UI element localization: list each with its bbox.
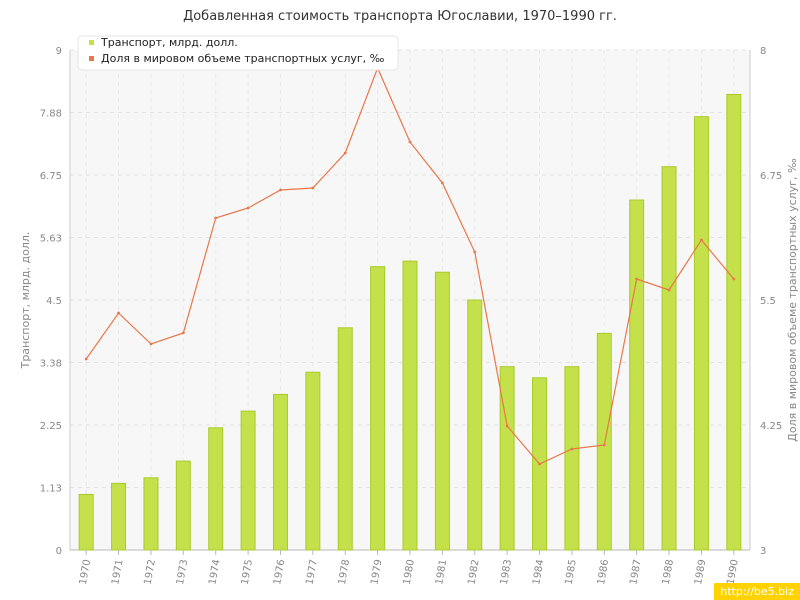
x-tick-label: 1990 [726,559,741,586]
line-point [570,447,574,451]
line-point [408,140,412,144]
x-tick-label: 1978 [337,559,352,586]
x-tick-label: 1984 [531,559,546,586]
line-point [181,331,185,335]
y-tick-label-left: 9 [56,46,62,57]
line-point [538,462,541,466]
x-tick-label: 1987 [628,559,643,586]
y-tick-label-left: 3.38 [40,359,62,370]
legend-box [77,35,399,71]
x-tick-label: 1980 [402,559,417,586]
x-tick-label: 1973 [175,559,190,586]
bar [208,427,224,551]
y-tick-label-left: 5.63 [40,234,62,245]
line-point [117,311,120,315]
legend-label-bar: Транспорт, млрд. долл. [100,36,238,49]
x-tick-label: 1971 [110,559,125,586]
legend-swatch-line [89,56,94,61]
bar [305,371,321,551]
line-point [635,277,639,281]
bar [240,410,256,551]
x-tick-label: 1981 [434,559,449,586]
line-point [149,342,153,346]
x-tick-label: 1970 [78,559,93,586]
x-tick-label: 1975 [240,559,255,586]
y-axis-title-right: Доля в мировом объеме транспортных услуг… [786,158,799,442]
line-point [667,288,671,292]
y-tick-label-left: 7.88 [40,109,62,120]
line-point [343,151,347,155]
line-point [732,277,736,281]
line-point [84,357,88,361]
y-tick-label-right: 5.5 [760,296,776,307]
bar [272,393,288,551]
x-tick-label: 1979 [369,559,384,586]
line-point [505,424,509,428]
x-tick-label: 1989 [693,559,708,586]
x-tick-label: 1972 [143,559,158,586]
bar [693,116,709,551]
y-tick-label-left: 2.25 [40,421,62,432]
x-tick-label: 1988 [661,559,676,586]
x-tick-label: 1983 [499,559,514,586]
y-tick-label-right: 6.75 [760,171,782,182]
x-tick-label: 1976 [272,559,287,586]
legend-swatch-bar [89,40,94,45]
x-tick-label: 1986 [596,559,611,586]
line-point [700,238,703,242]
line-point [214,216,218,220]
line-point [473,250,477,254]
y-tick-label-left: 6.75 [40,171,62,182]
y-tick-label-left: 4.5 [46,296,62,307]
bar [175,460,191,551]
y-tick-label-right: 8 [760,46,766,57]
bar [596,332,612,551]
y-tick-label-right: 3 [760,546,766,557]
y-tick-label-right: 4.25 [760,421,782,432]
x-tick-label: 1977 [305,559,320,586]
bar [629,199,645,551]
line-point [440,181,444,185]
bar [143,477,159,551]
legend-label-line: Доля в мировом объеме транспортных услуг… [101,52,385,65]
bar [499,366,515,551]
y-tick-label-left: 0 [56,546,62,557]
bar [564,366,580,551]
bar [337,327,353,551]
line-point [311,186,315,190]
bar [370,266,386,551]
bar [78,493,94,551]
bar [467,299,483,551]
line-point [602,443,606,447]
x-tick-label: 1974 [207,559,222,586]
watermark-link[interactable]: http://be5.biz [714,583,800,600]
y-tick-label-left: 1.13 [40,484,62,495]
bar [402,260,418,551]
y-axis-title-left: Транспорт, млрд. долл. [19,232,32,370]
bar [661,166,677,551]
bar [111,482,127,551]
bar [434,271,450,551]
chart-title: Добавленная стоимость транспорта Югослав… [183,9,617,24]
line-point [279,188,282,192]
x-tick-label: 1985 [564,559,579,586]
x-tick-label: 1982 [466,559,481,586]
bar [726,93,742,551]
line-point [246,206,250,210]
